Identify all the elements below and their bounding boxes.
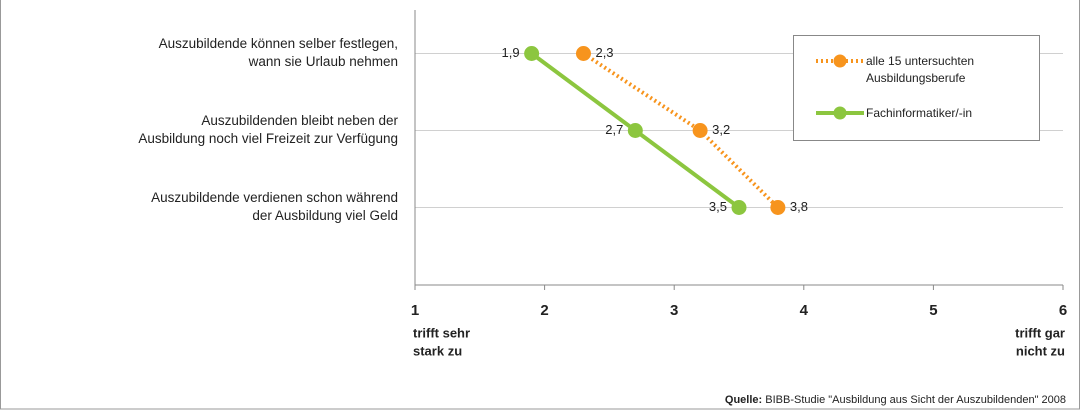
- category-label: Auszubildende können selber festlegen,: [159, 36, 398, 51]
- legend-swatches: [816, 54, 864, 120]
- data-label: 3,2: [712, 122, 730, 137]
- data-label: 3,5: [709, 199, 727, 214]
- category-label: der Ausbildung viel Geld: [252, 208, 398, 223]
- point: [627, 123, 643, 138]
- x-tick-label: 3: [670, 302, 678, 319]
- legend-label: alle 15 untersuchten Ausbildungsberufe: [866, 54, 975, 85]
- category-label: wann sie Urlaub nehmen: [248, 54, 398, 69]
- x-max-label: nicht zu: [1016, 343, 1065, 358]
- category-label: Auszubildenden bleibt neben der: [201, 113, 398, 128]
- x-tick-label: 5: [929, 302, 937, 319]
- source: Quelle: BIBB-Studie "Ausbildung aus Sich…: [725, 394, 1066, 406]
- point: [731, 200, 747, 215]
- point: [575, 46, 591, 61]
- category-label: Auszubildende verdienen schon während: [151, 190, 398, 205]
- category-label: Ausbildung noch viel Freizeit zur Verfüg…: [138, 131, 398, 146]
- x-tick-label: 2: [540, 302, 548, 319]
- legend: alle 15 untersuchten Ausbildungsberufe Fa…: [793, 35, 1040, 141]
- legend-label: Fachinformatiker/-in: [866, 106, 973, 120]
- x-max-label: trifft gar: [1015, 325, 1065, 340]
- x-tick-label: 4: [800, 302, 809, 319]
- source-text: BIBB-Studie "Ausbildung aus Sicht der Au…: [765, 394, 1066, 406]
- point: [770, 200, 786, 215]
- x-min-label: trifft sehr: [413, 325, 470, 340]
- data-label: 2,7: [605, 122, 623, 137]
- series-line: [582, 51, 780, 209]
- data-label: 2,3: [595, 45, 613, 60]
- point: [524, 46, 540, 61]
- source-label: Quelle:: [724, 394, 763, 406]
- data-label: 3,8: [790, 199, 808, 214]
- point: [692, 123, 708, 138]
- x-tick-label: 6: [1059, 302, 1067, 319]
- x-min-label: stark zu: [413, 343, 462, 358]
- data-label: 1,9: [502, 45, 520, 60]
- legend-swatch-point: [833, 106, 847, 120]
- legend-swatch-point: [833, 54, 847, 68]
- x-tick-label: 1: [411, 302, 419, 319]
